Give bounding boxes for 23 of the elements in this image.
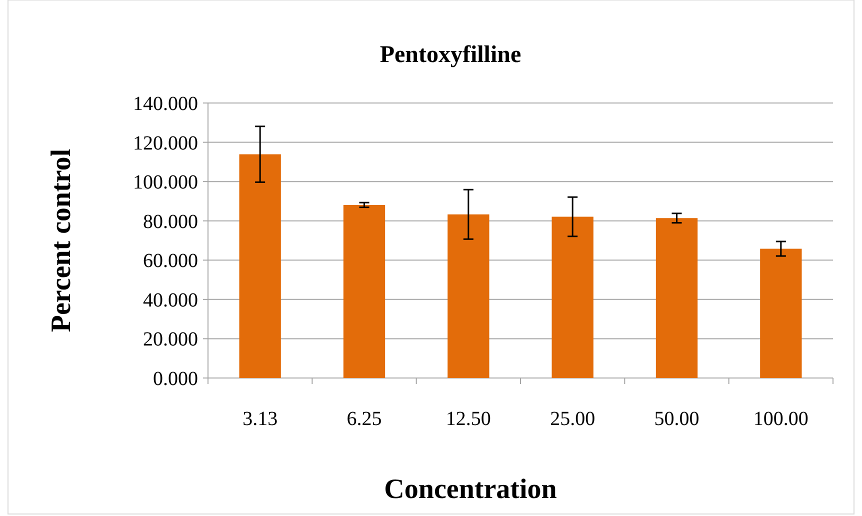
chart-title: Pentoxyfilline [380, 42, 522, 68]
bar [760, 248, 802, 378]
bar [552, 216, 594, 378]
y-tick-label: 80.000 [143, 210, 198, 233]
y-tick-label: 60.000 [143, 250, 198, 272]
bar [343, 204, 386, 378]
y-axis-title: Percent control [46, 148, 77, 332]
bar [448, 214, 490, 378]
y-tick-label: 100.000 [133, 172, 198, 194]
x-tick-label: 6.25 [346, 408, 382, 430]
x-axis-title: Concentration [384, 474, 558, 505]
x-tick-label: 50.00 [654, 408, 700, 430]
x-tick-label: 12.50 [446, 408, 491, 430]
x-tick-label: 100.00 [753, 408, 808, 430]
bar [656, 218, 698, 378]
y-tick-label: 0.000 [153, 368, 198, 390]
y-tick-label: 120.000 [133, 132, 198, 154]
x-tick-label: 25.00 [550, 408, 596, 430]
y-tick-label: 20.000 [143, 328, 198, 351]
x-tick-label: 3.13 [242, 408, 278, 430]
y-tick-label: 40.000 [143, 289, 198, 312]
bar [239, 154, 281, 378]
y-tick-label: 140.000 [133, 93, 198, 115]
